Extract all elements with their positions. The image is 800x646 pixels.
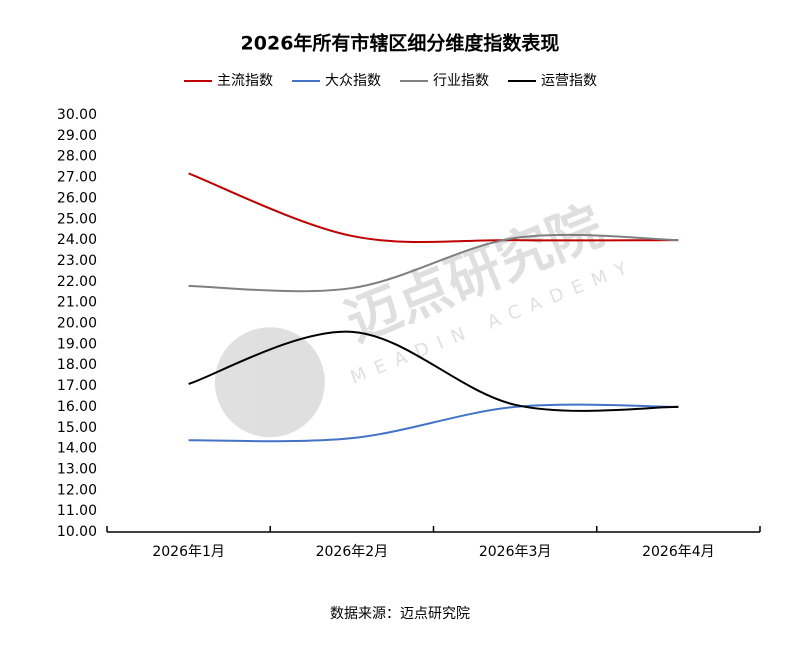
y-tick-label: 14.00 <box>57 441 97 457</box>
y-tick-label: 27.00 <box>57 170 97 186</box>
y-tick-label: 22.00 <box>57 274 97 290</box>
legend-label: 行业指数 <box>433 73 489 89</box>
x-tick-label: 2026年3月 <box>479 544 552 560</box>
y-tick-label: 12.00 <box>57 482 97 498</box>
y-tick-label: 20.00 <box>57 316 97 332</box>
legend-label: 运营指数 <box>541 73 597 89</box>
y-tick-label: 30.00 <box>57 107 97 123</box>
chart-title: 2026年所有市辖区细分维度指数表现 <box>241 32 560 55</box>
y-tick-label: 24.00 <box>57 232 97 248</box>
legend-label: 大众指数 <box>325 73 381 89</box>
legend-label: 主流指数 <box>217 73 273 89</box>
series-line <box>188 233 679 293</box>
y-tick-label: 21.00 <box>57 295 97 311</box>
source-note: 数据来源：迈点研究院 <box>330 606 470 622</box>
x-tick-label: 2026年1月 <box>152 544 225 560</box>
y-tick-label: 29.00 <box>57 128 97 144</box>
series-line <box>188 403 679 443</box>
watermark: 迈点研究院 MEADIN ACADEMY <box>214 194 639 438</box>
y-tick-label: 16.00 <box>57 399 97 415</box>
y-tick-label: 18.00 <box>57 357 97 373</box>
y-tick-label: 15.00 <box>57 420 97 436</box>
y-tick-label: 10.00 <box>57 524 97 540</box>
y-tick-label: 23.00 <box>57 253 97 269</box>
y-tick-label: 11.00 <box>57 503 97 519</box>
series-line <box>188 172 679 243</box>
y-tick-label: 28.00 <box>57 149 97 165</box>
y-tick-label: 25.00 <box>57 211 97 227</box>
x-tick-label: 2026年2月 <box>316 544 389 560</box>
watermark-logo <box>214 327 325 438</box>
y-tick-label: 19.00 <box>57 336 97 352</box>
series-line <box>188 330 679 412</box>
y-tick-label: 17.00 <box>57 378 97 394</box>
x-tick-label: 2026年4月 <box>642 544 715 560</box>
y-tick-label: 13.00 <box>57 461 97 477</box>
y-tick-label: 26.00 <box>57 190 97 206</box>
